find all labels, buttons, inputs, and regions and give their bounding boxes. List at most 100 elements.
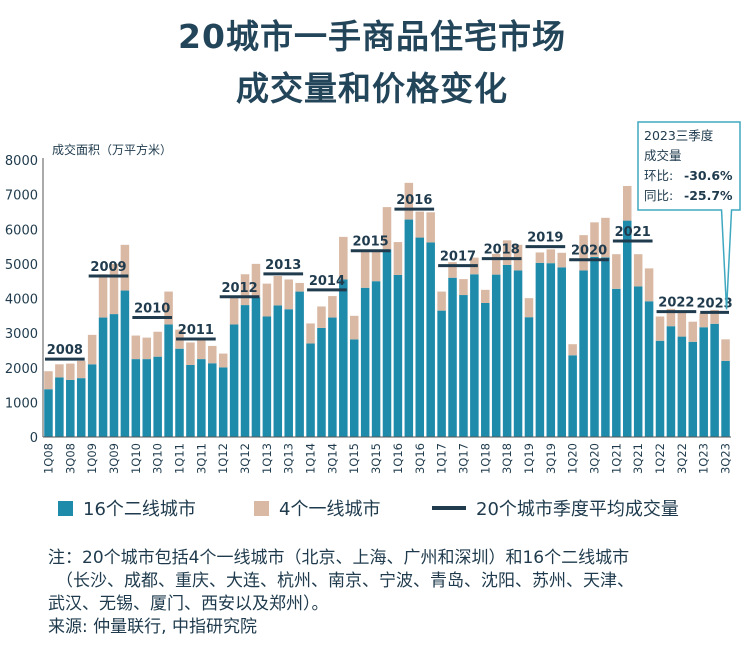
- y-tick-label: 5000: [5, 258, 38, 273]
- bar-tier2: [218, 367, 228, 437]
- legend-item-tier2: 16个二线城市: [58, 495, 196, 521]
- bar-tier1: [437, 291, 446, 311]
- x-tick-label: 1Q11: [173, 443, 187, 474]
- bar-tier1: [87, 334, 97, 365]
- bar-tier2: [295, 291, 304, 437]
- average-year-label: 2017: [440, 250, 476, 265]
- x-tick-label: 1Q23: [697, 443, 711, 474]
- chart-legend: 16个二线城市 4个一线城市 20个城市季度平均成交量: [0, 493, 744, 523]
- bar-tier1: [131, 335, 141, 360]
- bar-tier1: [644, 268, 654, 302]
- bar-tier1: [197, 340, 206, 360]
- average-year-label: 2019: [527, 231, 563, 246]
- x-tick-label: 1Q19: [522, 443, 536, 474]
- bar-tier2: [208, 363, 217, 437]
- y-tick-label: 4000: [5, 293, 38, 308]
- x-tick-label: 1Q12: [216, 443, 230, 474]
- bar-tier2: [677, 336, 687, 437]
- bar-tier1: [677, 310, 687, 337]
- bar-tier2: [448, 277, 457, 437]
- bar-tier2: [437, 310, 446, 437]
- x-tick-label: 3Q20: [587, 443, 601, 474]
- x-tick-label: 1Q18: [478, 443, 492, 474]
- bar-tier2: [644, 301, 654, 437]
- average-year-label: 2015: [353, 235, 389, 250]
- bar-tier2: [317, 327, 326, 437]
- bar-tier1: [360, 252, 370, 288]
- bar-tier2: [382, 249, 392, 437]
- bar-tier1: [66, 363, 75, 380]
- bar-tier1: [448, 262, 457, 278]
- bar-tier1: [208, 345, 217, 364]
- average-year-label: 2012: [221, 281, 257, 296]
- bar-tier1: [459, 279, 468, 296]
- x-tick-label: 3Q09: [107, 443, 121, 474]
- average-year-label: 2008: [47, 343, 83, 358]
- bar-tier1: [284, 279, 293, 310]
- bar-tier2: [612, 288, 621, 437]
- bar-tier2: [601, 257, 610, 437]
- bar-tier2: [186, 364, 195, 437]
- bar-tier1: [568, 344, 577, 356]
- bar-tier1: [229, 296, 239, 325]
- bar-tier2: [721, 360, 730, 437]
- legend-swatch-avg: [432, 506, 466, 510]
- legend-label-tier1: 4个一线城市: [279, 499, 381, 520]
- bar-tier2: [393, 274, 403, 437]
- average-year-label: 2009: [90, 260, 126, 275]
- x-tick-label: 1Q15: [347, 443, 361, 474]
- x-tick-label: 3Q21: [631, 443, 645, 474]
- x-tick-label: 3Q19: [544, 443, 558, 474]
- bar-tier2: [415, 237, 425, 437]
- bar-tier2: [55, 377, 64, 437]
- bar-tier1: [76, 360, 86, 379]
- x-tick-label: 1Q21: [609, 443, 623, 474]
- average-year-label: 2014: [309, 274, 345, 289]
- average-year-label: 2023: [697, 296, 733, 311]
- bar-tier1: [535, 252, 545, 263]
- bar-tier2: [197, 359, 206, 437]
- bar-tier1: [109, 263, 119, 315]
- bar-tier2: [590, 256, 599, 437]
- bar-tier1: [393, 242, 403, 275]
- bar-tier2: [470, 274, 479, 437]
- bar-tier2: [273, 305, 283, 437]
- bar-tier1: [186, 342, 195, 365]
- stacked-bar-chart: 成交面积（万平方米） 0 1000 2000 3000 4000 5000 6000 7000 8…: [5, 121, 741, 474]
- y-tick-label: 1000: [5, 396, 38, 411]
- y-tick-label: 6000: [5, 223, 38, 238]
- y-tick-label: 2000: [5, 362, 38, 377]
- bar-tier2: [491, 274, 501, 437]
- bar-tier2: [76, 378, 86, 437]
- average-year-label: 2013: [265, 258, 301, 273]
- bar-tier2: [44, 389, 53, 437]
- bar-tier1: [44, 371, 53, 390]
- bar-tier2: [360, 287, 370, 437]
- bar-tier1: [688, 321, 698, 342]
- bar-tier2: [284, 309, 293, 437]
- bar-tier2: [546, 263, 556, 437]
- bar-tier1: [655, 316, 665, 341]
- bar-tier1: [371, 250, 381, 282]
- bar-tier2: [513, 270, 523, 437]
- bar-tier1: [601, 217, 610, 258]
- bar-tier2: [164, 324, 173, 437]
- bar-tier1: [98, 274, 108, 318]
- x-tick-label: 1Q22: [653, 443, 667, 474]
- bar-tier2: [699, 327, 708, 437]
- y-tick-label: 8000: [5, 154, 38, 169]
- footnote-line: 注：20个城市包括4个一线城市（北京、上海、广州和深圳）和16个二线城市: [48, 548, 630, 568]
- bar-tier2: [142, 359, 152, 437]
- bar-tier2: [688, 341, 698, 437]
- bar-tier2: [710, 323, 719, 437]
- bar-tier2: [633, 286, 643, 437]
- y-tick-label: 0: [30, 431, 38, 446]
- x-tick-label: 3Q08: [63, 443, 77, 474]
- x-tick-label: 3Q23: [719, 443, 733, 474]
- x-tick-label: 3Q11: [194, 443, 208, 474]
- bar-tier2: [524, 317, 534, 437]
- callout-title: 2023三季度: [644, 128, 714, 143]
- y-tick-label: 3000: [5, 327, 38, 342]
- bar-tier2: [557, 267, 566, 437]
- chart-title-line1: 20城市一手商品住宅市场: [178, 17, 566, 56]
